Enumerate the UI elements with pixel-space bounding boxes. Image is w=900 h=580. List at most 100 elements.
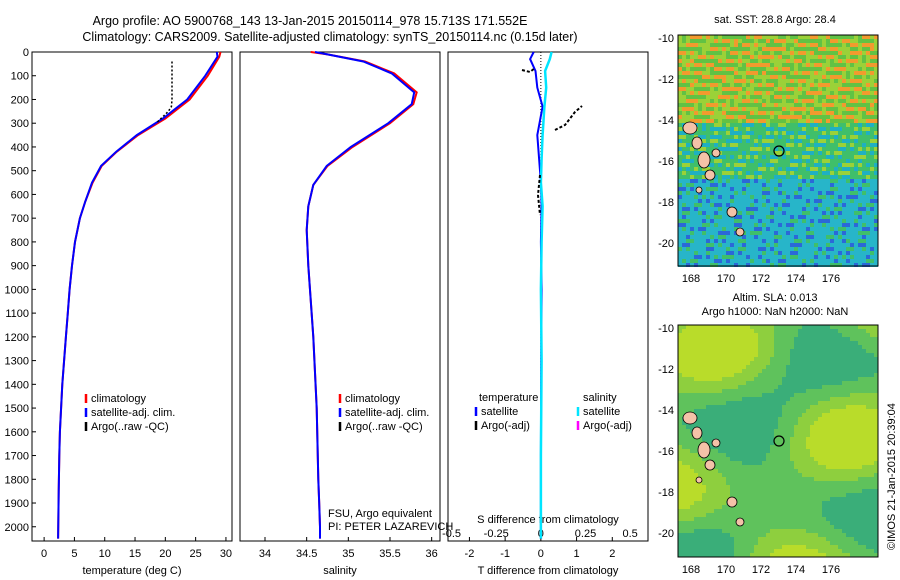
sst-map-cell <box>750 163 754 167</box>
sst-map-cell <box>770 43 774 47</box>
sst-map-cell <box>850 243 854 247</box>
sla-map-cell <box>782 477 786 481</box>
sst-map-cell <box>794 111 798 115</box>
sst-map-cell <box>694 203 698 207</box>
sla-map-cell <box>818 341 822 345</box>
sst-map-cell <box>706 47 710 51</box>
sla-map-cell <box>706 425 710 429</box>
sst-map-cell <box>810 83 814 87</box>
sst-map-cell <box>854 95 858 99</box>
sst-lat-tick-label: -14 <box>658 115 674 127</box>
sst-map-cell <box>686 239 690 243</box>
sst-map-cell <box>730 71 734 75</box>
sst-map-cell <box>858 115 862 119</box>
sst-map-cell <box>862 59 866 63</box>
sla-map-cell <box>726 373 730 377</box>
sst-map-cell <box>870 211 874 215</box>
sst-map-cell <box>778 115 782 119</box>
sla-map-cell <box>698 373 702 377</box>
sla-map-cell <box>690 329 694 333</box>
sla-map-cell <box>798 373 802 377</box>
sst-map-cell <box>726 99 730 103</box>
sla-map-cell <box>706 389 710 393</box>
sla-map-cell <box>734 417 738 421</box>
sla-map-cell <box>766 377 770 381</box>
sst-map-cell <box>750 175 754 179</box>
sst-map-cell <box>694 99 698 103</box>
sst-map-cell <box>762 263 766 267</box>
sst-map-cell <box>830 239 834 243</box>
sla-map-cell <box>698 461 702 465</box>
sst-map-cell <box>838 63 842 67</box>
sla-map-cell <box>742 473 746 477</box>
sst-map-cell <box>702 175 706 179</box>
sla-map-cell <box>786 417 790 421</box>
sla-map-cell <box>758 361 762 365</box>
sla-map-cell <box>830 385 834 389</box>
sst-map-cell <box>718 39 722 43</box>
sst-map-cell <box>858 239 862 243</box>
sst-map-cell <box>814 107 818 111</box>
sst-map-cell <box>806 231 810 235</box>
sst-map-cell <box>786 63 790 67</box>
sla-map-cell <box>758 421 762 425</box>
sst-map-cell <box>738 71 742 75</box>
sla-map-cell <box>690 393 694 397</box>
sst-map-cell <box>718 127 722 131</box>
sla-map-cell <box>742 413 746 417</box>
sst-map-cell <box>686 111 690 115</box>
sla-map-cell <box>854 465 858 469</box>
sst-map-cell <box>806 151 810 155</box>
sst-map-cell <box>826 75 830 79</box>
sla-map-cell <box>726 341 730 345</box>
sla-map-cell <box>758 477 762 481</box>
sla-map-cell <box>710 349 714 353</box>
sla-map-cell <box>830 333 834 337</box>
sst-map-cell <box>734 131 738 135</box>
sst-map-cell <box>758 143 762 147</box>
sla-map-cell <box>870 353 874 357</box>
sst-map-cell <box>770 127 774 131</box>
sst-map-cell <box>766 251 770 255</box>
sst-map-cell <box>686 79 690 83</box>
sst-map-cell <box>766 51 770 55</box>
sst-map-cell <box>742 127 746 131</box>
sst-map-cell <box>826 131 830 135</box>
sla-map-cell <box>690 405 694 409</box>
sla-map-cell <box>750 425 754 429</box>
sst-map-cell <box>786 103 790 107</box>
sla-map-cell <box>750 413 754 417</box>
sst-map-cell <box>830 139 834 143</box>
sla-map-cell <box>810 389 814 393</box>
sst-map-cell <box>702 251 706 255</box>
sst-map-cell <box>774 263 778 267</box>
sst-map-cell <box>762 135 766 139</box>
sst-map-cell <box>858 47 862 51</box>
sst-map-cell <box>866 47 870 51</box>
sla-map-cell <box>778 349 782 353</box>
sst-map-cell <box>794 35 798 39</box>
sst-map-cell <box>854 55 858 59</box>
sst-map-cell <box>862 191 866 195</box>
sst-map-cell <box>702 87 706 91</box>
sst-map-cell <box>770 139 774 143</box>
sst-map-cell <box>830 227 834 231</box>
sst-map-cell <box>678 163 682 167</box>
sst-map-cell <box>718 243 722 247</box>
sla-map-cell <box>798 457 802 461</box>
sla-map-cell <box>838 461 842 465</box>
sla-map-cell <box>766 473 770 477</box>
sst-map-cell <box>754 151 758 155</box>
sst-map-cell <box>722 131 726 135</box>
sst-map-cell <box>862 151 866 155</box>
sst-map-cell <box>802 147 806 151</box>
sst-map-cell <box>814 195 818 199</box>
sla-map-cell <box>814 357 818 361</box>
sst-map-cell <box>710 131 714 135</box>
sla-map-cell <box>790 353 794 357</box>
sla-map-cell <box>722 361 726 365</box>
sla-map-cell <box>798 389 802 393</box>
sst-map-cell <box>842 215 846 219</box>
sst-map-cell <box>786 227 790 231</box>
